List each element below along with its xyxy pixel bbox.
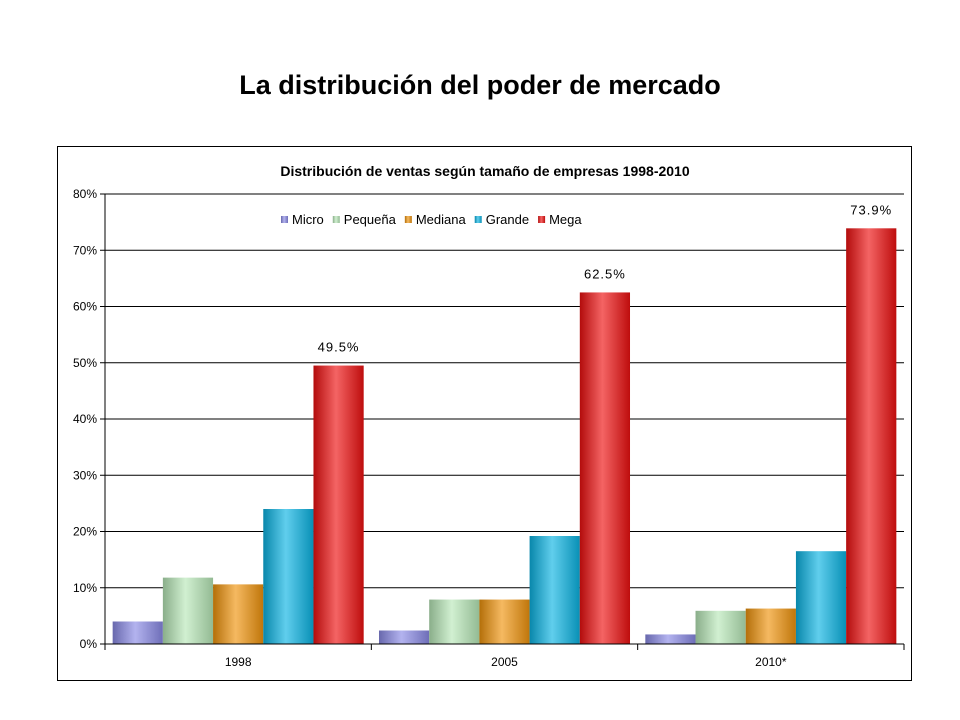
bar-grande-1998 [263,509,314,644]
bar-mega-1998 [313,365,364,644]
legend-label-grande: Grande [486,212,529,227]
bar-mediana-2010 [745,608,796,644]
legend-label-mega: Mega [549,212,582,227]
chart-title: Distribución de ventas según tamaño de e… [280,163,689,179]
y-axis: 0% 10% 20% 30% 40% 50% 60% 70% 80% [73,187,106,651]
data-labels: 49.5% 62.5% 73.9% [318,202,892,355]
legend-swatch-micro [281,216,288,223]
slide-title: La distribución del poder de mercado [239,70,721,100]
bar-mediana-1998 [213,584,264,644]
bar-mega-2005 [579,292,631,644]
legend-item-micro: Micro [281,212,324,227]
chart-frame: Distribución de ventas según tamaño de e… [57,146,912,681]
bars [112,228,897,644]
legend-swatch-pequena [332,216,340,223]
y-tick-label: 0% [80,637,98,651]
legend-swatch-mediana [404,216,412,223]
legend: Micro Pequeña Mediana Grande Mega [281,212,582,227]
x-axis: 1998 2005 2010* [104,643,905,669]
y-tick-label: 70% [73,243,97,257]
y-tick-label: 50% [73,356,97,370]
bar-mediana-2005 [479,599,530,644]
bar-mega-2010 [846,228,897,644]
bar-micro-2010 [645,634,696,644]
bar-pequena-2005 [429,599,480,644]
legend-swatch-mega [538,216,546,223]
data-label-mega-2010: 73.9% [850,202,892,217]
legend-label-micro: Micro [292,212,324,227]
data-label-mega-1998: 49.5% [318,340,360,355]
legend-swatch-grande [474,216,482,223]
bar-pequena-2010 [695,610,746,644]
bar-chart: Distribución de ventas según tamaño de e… [73,163,905,669]
x-tick-label: 2010* [755,655,787,669]
data-label-mega-2005: 62.5% [584,266,626,281]
x-tick-label: 1998 [225,655,252,669]
y-tick-label: 80% [73,187,97,201]
y-tick-label: 10% [73,581,97,595]
bar-grande-2010 [795,551,847,644]
y-tick-label: 40% [73,412,97,426]
y-tick-label: 30% [73,468,97,482]
y-tick-label: 60% [73,300,97,314]
legend-label-mediana: Mediana [416,212,467,227]
x-tick-label: 2005 [491,655,518,669]
legend-item-mediana: Mediana [404,212,467,227]
bar-micro-2005 [378,630,430,644]
bar-pequena-1998 [162,577,214,644]
legend-item-mega: Mega [538,212,582,227]
bar-micro-1998 [112,621,163,644]
gridlines [105,193,904,589]
legend-item-pequena: Pequeña [332,212,397,227]
legend-item-grande: Grande [474,212,529,227]
legend-label-pequena: Pequeña [344,212,397,227]
y-tick-label: 20% [73,525,97,539]
bar-grande-2005 [529,536,580,644]
